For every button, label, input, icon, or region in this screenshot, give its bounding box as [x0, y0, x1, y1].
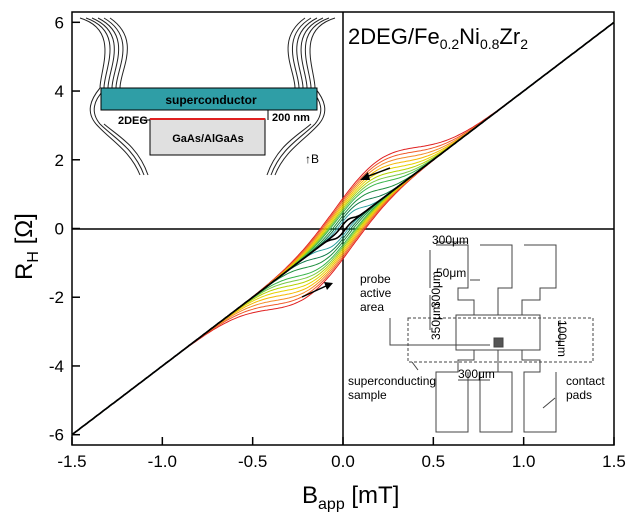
sweep-arrow-up — [301, 282, 333, 298]
substrate-label: GaAs/AlGaAs — [172, 133, 244, 145]
y-tick-label: -6 — [49, 426, 64, 445]
y-tick-label: -2 — [49, 288, 64, 307]
x-tick-label: 1.0 — [512, 452, 536, 471]
x-tick-label: -1.5 — [57, 452, 86, 471]
y-tick-label: 2 — [55, 151, 64, 170]
x-tick-label: 1.5 — [602, 452, 626, 471]
x-tick-label: 0.0 — [331, 452, 355, 471]
hall-probe-labels: 300μm 50μm 300μm 350μm 100μm 300μm probe… — [348, 233, 605, 402]
superconductor-block — [100, 87, 318, 111]
dim-50: 50μm — [436, 266, 466, 280]
superconductor-label: superconductor — [165, 93, 257, 107]
axis-ticks: -1.5 -1.0 -0.5 0.0 0.5 1.0 1.5 -6 -4 -2 0 2 4 6 — [49, 13, 626, 471]
hall-probe-inset — [389, 241, 594, 433]
thickness-label: 200 nm — [272, 112, 310, 124]
substrate-block — [149, 118, 266, 156]
chart-title: 2DEG/Fe0.2Ni0.8Zr2 — [348, 24, 528, 52]
field-direction-label: ↑B — [305, 152, 319, 166]
y-tick-label: 0 — [55, 220, 64, 239]
probe-active-area — [493, 337, 504, 348]
2deg-label: 2DEG — [118, 115, 148, 127]
dim-300-top: 300μm — [432, 233, 469, 247]
y-tick-label: 6 — [55, 13, 64, 32]
sample-label-2: sample — [348, 388, 387, 402]
x-tick-label: -1.0 — [148, 452, 177, 471]
hysteresis-curve-12-down — [71, 21, 615, 436]
dim-300-side: 300μm — [429, 271, 443, 308]
y-tick-label: -4 — [49, 357, 64, 376]
dim-350: 350μm — [429, 303, 443, 340]
superconducting-sample-outline — [407, 317, 594, 363]
sample-label-1: superconducting — [348, 374, 436, 388]
probe-label-3: area — [360, 300, 384, 314]
hysteresis-curves — [71, 21, 615, 436]
pads-label-1: contact — [566, 374, 605, 388]
dim-300-bottom: 300μm — [458, 367, 495, 381]
x-tick-label: 0.5 — [422, 452, 446, 471]
device-cross-section-inset: superconductor 2DEG GaAs/AlGaAs 200 nm ↑… — [79, 17, 336, 176]
probe-label-2: active — [360, 286, 392, 300]
probe-label-1: probe — [360, 272, 391, 286]
dim-100: 100μm — [555, 320, 569, 357]
y-tick-label: 4 — [55, 82, 64, 101]
up-arrow-icon: ↑ — [305, 152, 311, 166]
sweep-arrow-down — [360, 167, 391, 180]
x-axis-label: Bapp [mT] — [302, 482, 399, 512]
pads-label-2: pads — [566, 388, 592, 402]
x-tick-label: -0.5 — [238, 452, 267, 471]
field-lines — [79, 17, 336, 176]
y-axis-label: RH [Ω] — [11, 213, 42, 280]
